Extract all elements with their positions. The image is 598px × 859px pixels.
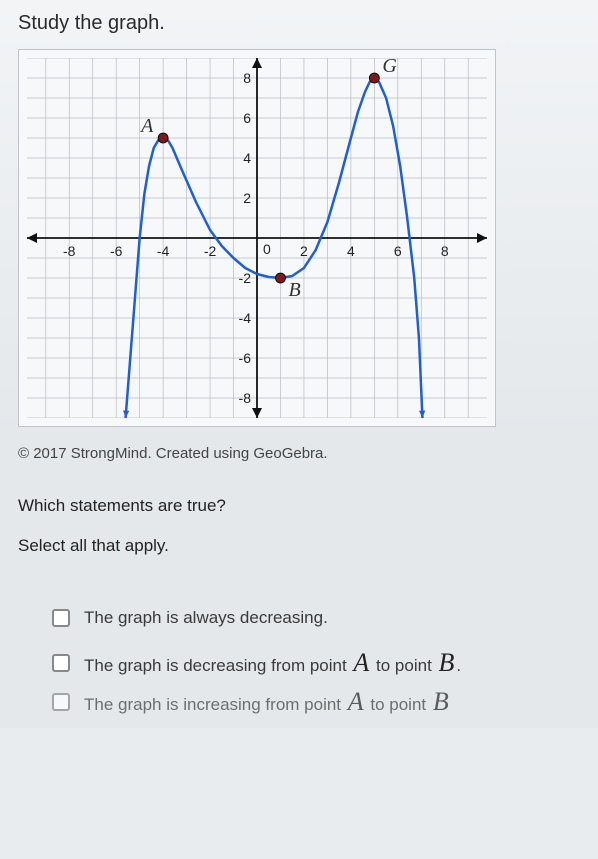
svg-text:2: 2 (300, 243, 308, 259)
page-title: Study the graph. (18, 12, 580, 35)
checkbox-icon[interactable] (52, 654, 70, 672)
graph-panel: -8 -6 -4 -2 0 2 4 6 8 -8 -6 -4 -2 2 4 6 8 A B G (18, 49, 496, 427)
svg-text:-4: -4 (157, 243, 170, 259)
option-2[interactable]: The graph is decreasing from point A to … (18, 638, 580, 688)
option-2-label: The graph is decreasing from point A to … (84, 648, 461, 678)
option-1-label: The graph is always decreasing. (84, 608, 328, 628)
svg-text:4: 4 (347, 243, 355, 259)
svg-text:A: A (139, 115, 154, 137)
question-text: Which statements are true? (18, 496, 580, 516)
svg-text:8: 8 (243, 70, 251, 86)
svg-text:-2: -2 (239, 270, 252, 286)
checkbox-icon[interactable] (52, 693, 70, 711)
svg-text:8: 8 (441, 243, 449, 259)
svg-text:-6: -6 (239, 350, 252, 366)
svg-text:0: 0 (263, 241, 271, 257)
svg-text:4: 4 (243, 150, 251, 166)
svg-text:-8: -8 (239, 390, 252, 406)
svg-text:2: 2 (243, 190, 251, 206)
svg-text:-6: -6 (110, 243, 123, 259)
svg-text:B: B (288, 279, 300, 301)
svg-text:6: 6 (243, 110, 251, 126)
function-graph: -8 -6 -4 -2 0 2 4 6 8 -8 -6 -4 -2 2 4 6 8 A B G (27, 58, 487, 418)
option-3-label: The graph is increasing from point A to … (84, 688, 451, 716)
svg-text:-8: -8 (63, 243, 76, 259)
instruction-text: Select all that apply. (18, 536, 580, 556)
svg-text:6: 6 (394, 243, 402, 259)
option-3[interactable]: The graph is increasing from point A to … (18, 688, 580, 716)
svg-text:G: G (382, 58, 397, 77)
svg-text:-2: -2 (204, 243, 217, 259)
option-1[interactable]: The graph is always decreasing. (18, 598, 580, 638)
svg-text:-4: -4 (239, 310, 252, 326)
checkbox-icon[interactable] (52, 609, 70, 627)
copyright-text: © 2017 StrongMind. Created using GeoGebr… (18, 445, 580, 462)
